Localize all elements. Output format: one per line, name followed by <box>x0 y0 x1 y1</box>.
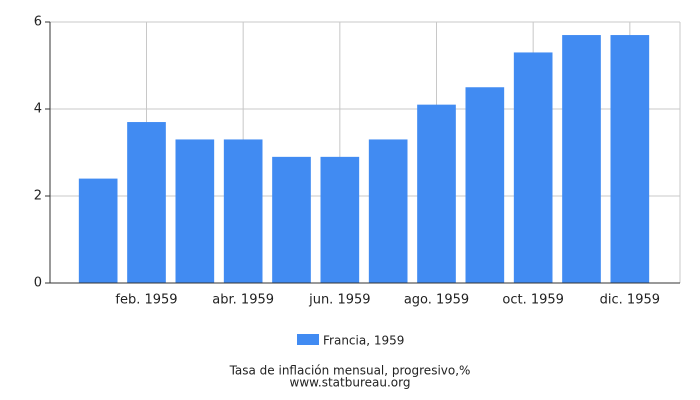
x-tick-label: dic. 1959 <box>600 293 660 308</box>
y-tick-label: 4 <box>34 102 42 117</box>
bar <box>610 35 650 283</box>
x-tick-label: oct. 1959 <box>502 293 564 308</box>
bar <box>513 52 553 284</box>
bar <box>127 122 166 283</box>
x-tick-label: abr. 1959 <box>212 293 274 308</box>
bar <box>272 156 311 283</box>
legend-label: Francia, 1959 <box>323 334 404 348</box>
legend-swatch <box>297 334 319 345</box>
chart-subtitle: www.statbureau.org <box>290 376 411 390</box>
y-tick-label: 6 <box>34 15 42 30</box>
bar <box>465 87 505 283</box>
y-tick-label: 0 <box>34 276 42 291</box>
bar <box>223 139 263 283</box>
bar <box>175 139 215 283</box>
bar <box>417 104 456 284</box>
bar <box>562 35 601 283</box>
bar <box>368 139 408 283</box>
bar <box>78 178 118 283</box>
x-tick-label: ago. 1959 <box>404 293 469 308</box>
chart-title: Tasa de inflación mensual, progresivo,% <box>229 364 471 378</box>
y-tick-label: 2 <box>34 189 42 204</box>
x-tick-label: feb. 1959 <box>115 293 177 308</box>
x-tick-label: jun. 1959 <box>308 293 370 308</box>
bar <box>320 156 360 283</box>
